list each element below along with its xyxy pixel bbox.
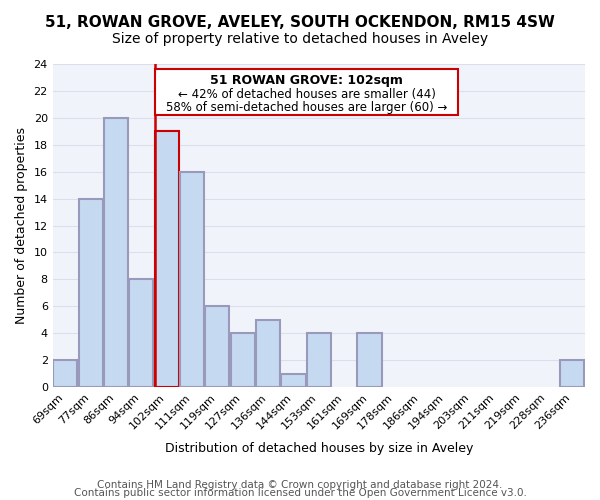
X-axis label: Distribution of detached houses by size in Aveley: Distribution of detached houses by size … bbox=[164, 442, 473, 455]
Bar bbox=[256, 320, 280, 387]
Bar bbox=[104, 118, 128, 387]
Bar bbox=[358, 333, 382, 387]
Text: ← 42% of detached houses are smaller (44): ← 42% of detached houses are smaller (44… bbox=[178, 88, 436, 101]
Text: 58% of semi-detached houses are larger (60) →: 58% of semi-detached houses are larger (… bbox=[166, 101, 448, 114]
Bar bbox=[205, 306, 229, 387]
Text: Contains HM Land Registry data © Crown copyright and database right 2024.: Contains HM Land Registry data © Crown c… bbox=[97, 480, 503, 490]
Bar bbox=[155, 132, 179, 387]
Text: 51, ROWAN GROVE, AVELEY, SOUTH OCKENDON, RM15 4SW: 51, ROWAN GROVE, AVELEY, SOUTH OCKENDON,… bbox=[45, 15, 555, 30]
FancyBboxPatch shape bbox=[155, 70, 458, 115]
Bar bbox=[307, 333, 331, 387]
Text: Size of property relative to detached houses in Aveley: Size of property relative to detached ho… bbox=[112, 32, 488, 46]
Text: Contains public sector information licensed under the Open Government Licence v3: Contains public sector information licen… bbox=[74, 488, 526, 498]
Bar bbox=[231, 333, 255, 387]
Bar bbox=[79, 198, 103, 387]
Text: 51 ROWAN GROVE: 102sqm: 51 ROWAN GROVE: 102sqm bbox=[211, 74, 403, 87]
Bar bbox=[180, 172, 204, 387]
Bar bbox=[560, 360, 584, 387]
Bar bbox=[53, 360, 77, 387]
Y-axis label: Number of detached properties: Number of detached properties bbox=[15, 127, 28, 324]
Bar bbox=[130, 280, 154, 387]
Bar bbox=[281, 374, 305, 387]
